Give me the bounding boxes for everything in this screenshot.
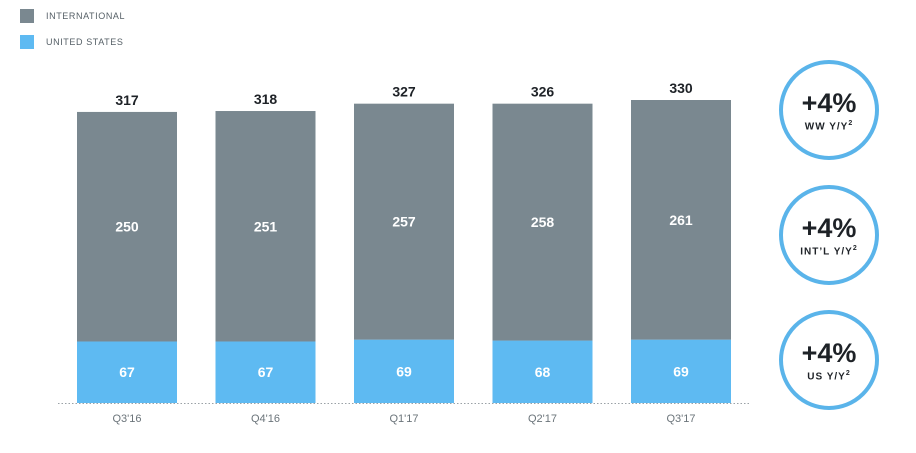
badge-us-growth: +4% US Y/Y2 [779, 310, 879, 410]
data-label-us: 68 [535, 364, 551, 380]
x-tick-label: Q2'17 [528, 413, 557, 425]
bar-international [77, 111, 177, 342]
x-tick-label: Q1'17 [389, 413, 418, 425]
bar-us [215, 341, 316, 403]
badge-us-label: US Y/Y2 [807, 369, 851, 383]
badge-us-value: +4% [801, 337, 857, 368]
legend-item-united-states: UNITED STATES [20, 34, 125, 50]
data-label-international: 257 [392, 214, 416, 230]
badge-ww-label: WW Y/Y2 [804, 119, 854, 133]
bar-us [631, 339, 731, 403]
data-label-total: 318 [254, 91, 278, 107]
badge-intl-value: +4% [801, 212, 857, 243]
legend-label-international: INTERNATIONAL [46, 11, 126, 21]
data-label-international: 251 [254, 218, 278, 234]
x-tick-label: Q4'16 [251, 413, 280, 425]
data-label-international: 258 [531, 214, 555, 230]
badge-ww-growth: +4% WW Y/Y2 [779, 60, 879, 160]
bar-international [631, 100, 731, 340]
legend-swatch-international [20, 9, 34, 23]
bar-us [77, 341, 177, 403]
data-label-us: 69 [673, 363, 689, 379]
badge-intl-growth: +4% INT’L Y/Y2 [779, 185, 879, 285]
legend-item-international: INTERNATIONAL [20, 8, 125, 24]
data-label-international: 250 [115, 219, 139, 235]
legend: INTERNATIONAL UNITED STATES [20, 8, 125, 60]
x-tick-label: Q3'16 [112, 413, 141, 425]
data-label-total: 326 [531, 84, 555, 100]
data-label-us: 67 [258, 364, 274, 380]
data-label-total: 327 [392, 84, 416, 100]
data-label-total: 317 [115, 92, 139, 108]
data-label-total: 330 [669, 80, 693, 96]
bar-international [492, 103, 593, 341]
data-label-us: 69 [396, 363, 412, 379]
badge-intl-label: INT’L Y/Y2 [800, 244, 858, 258]
bar-international [215, 111, 316, 342]
bar-us [354, 339, 454, 403]
legend-swatch-united-states [20, 35, 34, 49]
badge-ww-value: +4% [801, 87, 857, 118]
legend-label-united-states: UNITED STATES [46, 37, 124, 47]
x-tick-label: Q3'17 [666, 413, 695, 425]
data-label-international: 261 [669, 212, 693, 228]
bar-us [492, 340, 593, 403]
bar-international [354, 103, 454, 340]
data-label-us: 67 [119, 364, 135, 380]
